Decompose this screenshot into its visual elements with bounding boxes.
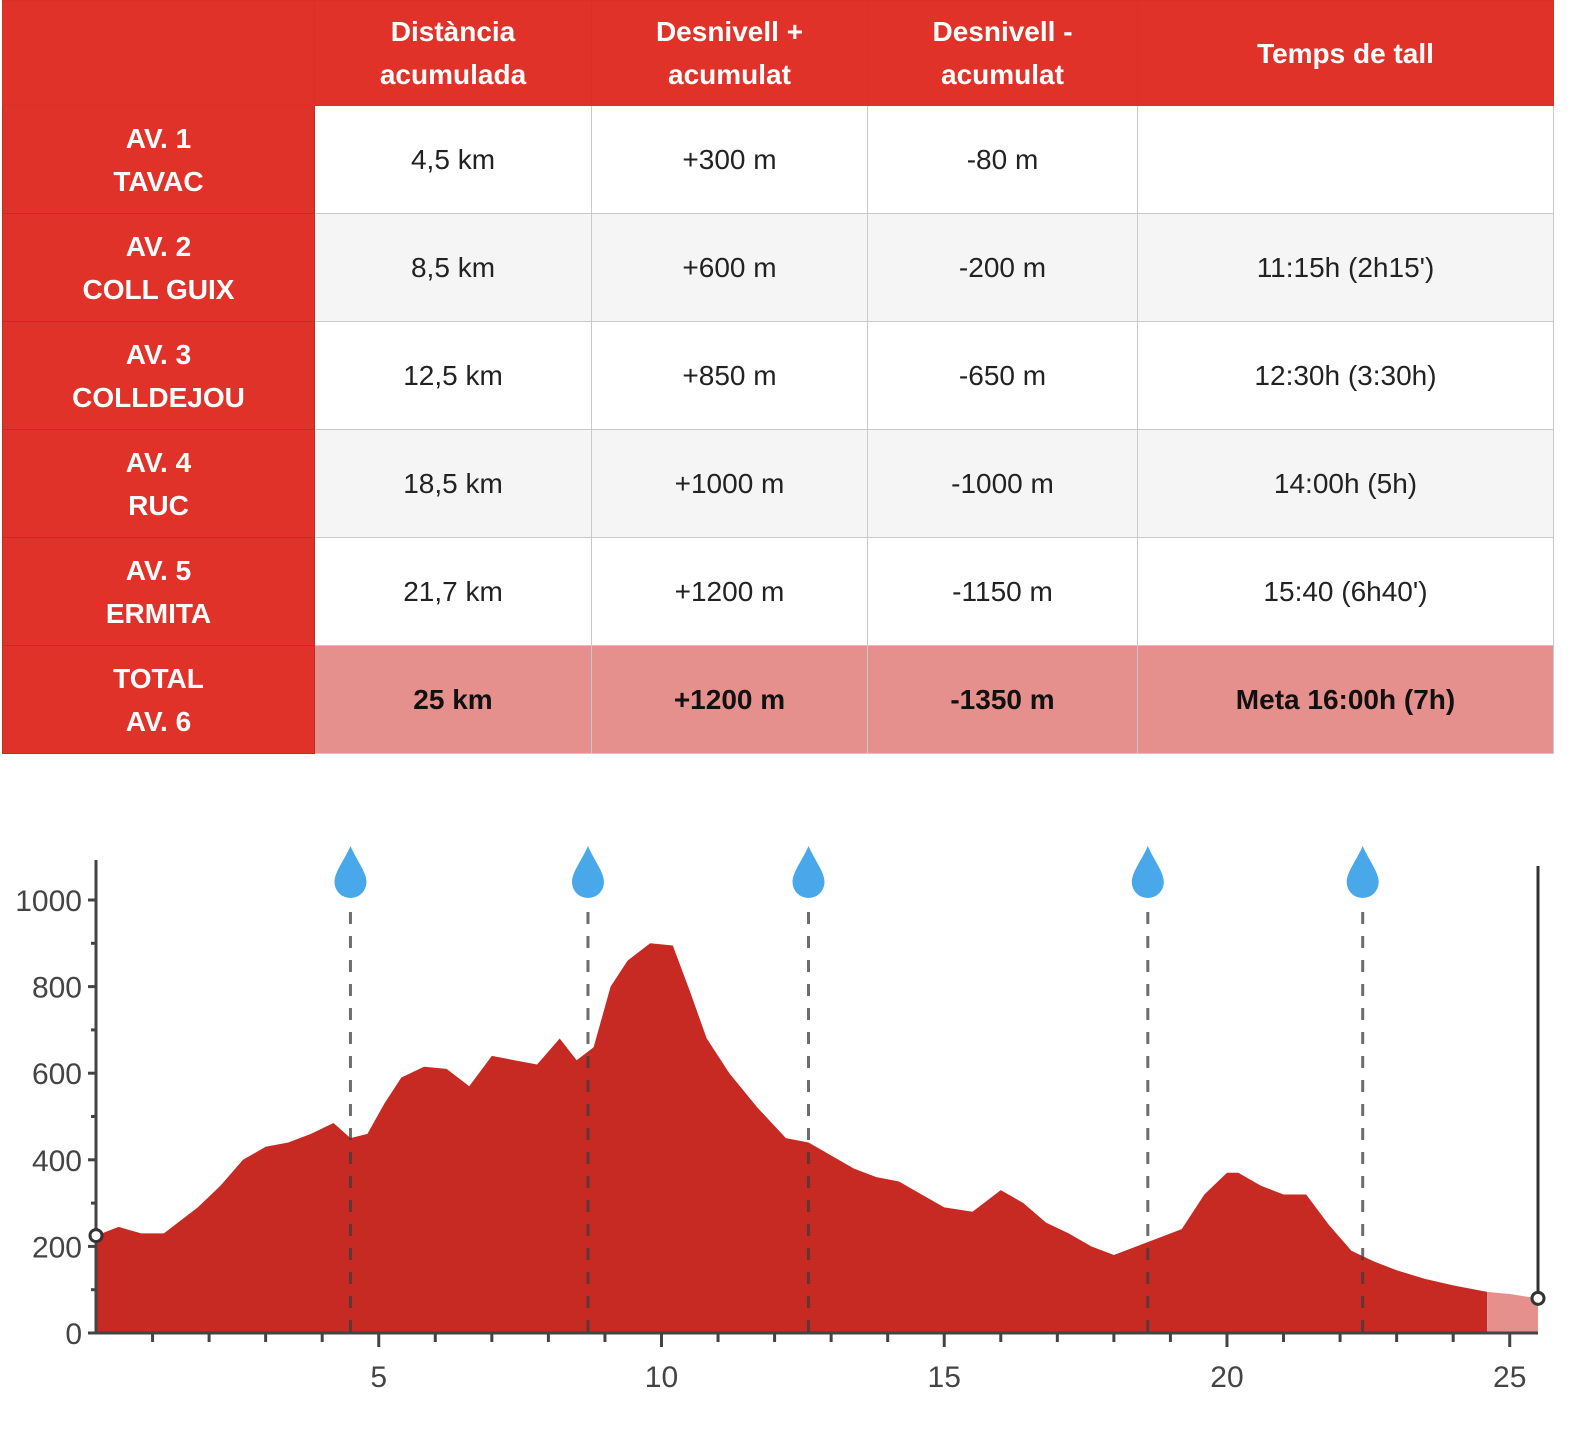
cell-distance: 21,7 km bbox=[314, 537, 592, 646]
row-label-line: AV. 4 bbox=[125, 446, 192, 478]
cell-cutoff: 12:30h (3:30h) bbox=[1137, 321, 1554, 430]
cell-distance: 4,5 km bbox=[314, 105, 592, 214]
row-label-line: TOTAL bbox=[113, 662, 204, 694]
column-header bbox=[2, 0, 315, 106]
column-header-line: acumulat bbox=[668, 59, 791, 90]
cell-cutoff: 11:15h (2h15') bbox=[1137, 213, 1554, 322]
elevation-area bbox=[96, 943, 1488, 1333]
column-header-line: Desnivell - bbox=[932, 16, 1073, 47]
cell-gain: +1200 m bbox=[591, 537, 868, 646]
water-drop-icon bbox=[1346, 846, 1379, 898]
y-tick-label: 800 bbox=[32, 972, 82, 1005]
cell-gain: +850 m bbox=[591, 321, 868, 430]
aid-station-table: Distància acumulada Desnivell + acumulat Des… bbox=[2, 0, 1554, 754]
x-tick-label: 5 bbox=[370, 1361, 387, 1394]
cell-cutoff: 15:40 (6h40') bbox=[1137, 537, 1554, 646]
table-row: AV. 1 TAVAC 4,5 km +300 m -80 m bbox=[2, 105, 1554, 214]
x-tick-label: 20 bbox=[1210, 1361, 1243, 1394]
table-row: AV. 5 ERMITA 21,7 km +1200 m -1150 m 15:40 (6… bbox=[2, 537, 1554, 646]
column-header: Temps de tall bbox=[1137, 0, 1554, 106]
row-label: AV. 2 COLL GUIX bbox=[2, 213, 315, 322]
table-header-row: Distància acumulada Desnivell + acumulat Des… bbox=[2, 0, 1554, 106]
cell-distance: 25 km bbox=[314, 645, 592, 754]
cell-gain: +1200 m bbox=[591, 645, 868, 754]
row-label-line: COLL GUIX bbox=[82, 273, 235, 305]
cell-gain: +300 m bbox=[591, 105, 868, 214]
row-label-line: AV. 3 bbox=[125, 338, 192, 370]
column-header-line: acumulada bbox=[379, 59, 527, 90]
y-tick-label: 600 bbox=[32, 1058, 82, 1091]
column-header-line: Distància bbox=[390, 16, 516, 47]
row-label: TOTAL AV. 6 bbox=[2, 645, 315, 754]
cell-loss: -1350 m bbox=[867, 645, 1138, 754]
row-label-line: RUC bbox=[128, 489, 189, 521]
cell-loss: -1150 m bbox=[867, 537, 1138, 646]
column-header-line: acumulat bbox=[941, 59, 1064, 90]
table-row: TOTAL AV. 6 25 km +1200 m -1350 m Meta 16:00h… bbox=[2, 645, 1554, 754]
cell-cutoff: 14:00h (5h) bbox=[1137, 429, 1554, 538]
y-tick-label: 400 bbox=[32, 1145, 82, 1178]
column-header: Desnivell + acumulat bbox=[591, 0, 868, 106]
table-row: AV. 3 COLLDEJOU 12,5 km +850 m -650 m 12:30h … bbox=[2, 321, 1554, 430]
water-drop-icon bbox=[792, 846, 825, 898]
row-label: AV. 1 TAVAC bbox=[2, 105, 315, 214]
cell-loss: -650 m bbox=[867, 321, 1138, 430]
cell-distance: 8,5 km bbox=[314, 213, 592, 322]
row-label: AV. 3 COLLDEJOU bbox=[2, 321, 315, 430]
water-drop-icon bbox=[334, 846, 367, 898]
table-row: AV. 2 COLL GUIX 8,5 km +600 m -200 m 11:15h (… bbox=[2, 213, 1554, 322]
row-label-line: TAVAC bbox=[113, 165, 204, 197]
column-header: Distància acumulada bbox=[314, 0, 592, 106]
table-row: AV. 4 RUC 18,5 km +1000 m -1000 m 14:00h (5h) bbox=[2, 429, 1554, 538]
column-header-line: Temps de tall bbox=[1257, 37, 1434, 69]
column-header-line: Desnivell + bbox=[655, 16, 804, 47]
water-drop-icon bbox=[1131, 846, 1164, 898]
y-tick-label: 200 bbox=[32, 1231, 82, 1264]
cell-distance: 12,5 km bbox=[314, 321, 592, 430]
row-label-line: ERMITA bbox=[105, 597, 212, 629]
cell-gain: +1000 m bbox=[591, 429, 868, 538]
x-tick-label: 10 bbox=[645, 1361, 678, 1394]
row-label-line: COLLDEJOU bbox=[72, 381, 245, 413]
elevation-profile-chart: 0 200 400 600 800 1000 5 10 15 20 25 bbox=[15, 846, 1546, 1394]
cell-distance: 18,5 km bbox=[314, 429, 592, 538]
row-label-line: AV. 1 bbox=[125, 122, 192, 154]
x-tick-label: 15 bbox=[928, 1361, 961, 1394]
row-label: AV. 5 ERMITA bbox=[2, 537, 315, 646]
cell-loss: -1000 m bbox=[867, 429, 1138, 538]
cell-cutoff bbox=[1137, 105, 1554, 214]
row-label-line: AV. 6 bbox=[125, 705, 192, 737]
row-label: AV. 4 RUC bbox=[2, 429, 315, 538]
water-drop-icon bbox=[571, 846, 604, 898]
row-label-line: AV. 2 bbox=[125, 230, 192, 262]
x-tick-label: 25 bbox=[1493, 1361, 1526, 1394]
start-marker bbox=[88, 1228, 104, 1244]
cell-gain: +600 m bbox=[591, 213, 868, 322]
cell-loss: -200 m bbox=[867, 213, 1138, 322]
column-header: Desnivell - acumulat bbox=[867, 0, 1138, 106]
y-tick-label: 0 bbox=[65, 1318, 82, 1351]
row-label-line: AV. 5 bbox=[125, 554, 192, 586]
elevation-area-finish bbox=[1487, 1291, 1538, 1333]
cell-cutoff: Meta 16:00h (7h) bbox=[1137, 645, 1554, 754]
y-tick-label: 1000 bbox=[15, 885, 82, 918]
finish-marker bbox=[1530, 1290, 1546, 1306]
cell-loss: -80 m bbox=[867, 105, 1138, 214]
